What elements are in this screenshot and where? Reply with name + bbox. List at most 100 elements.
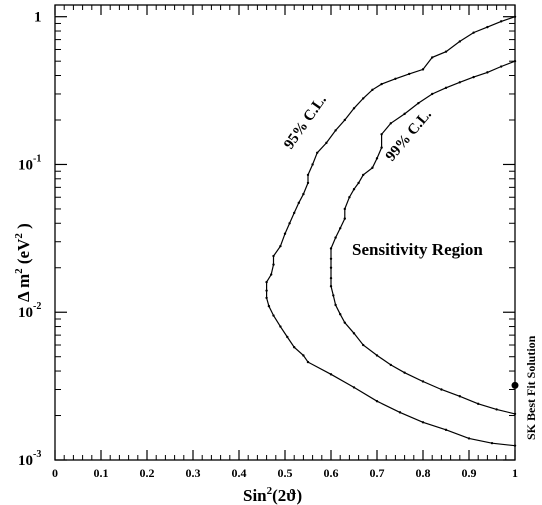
curve-point-99-c-l bbox=[348, 196, 351, 199]
x-axis-title-arg: (2ϑ) bbox=[272, 486, 302, 505]
x-tick-label: 0 bbox=[52, 466, 58, 480]
x-tick-label: 1 bbox=[512, 466, 518, 480]
curve-point-95-c-l bbox=[293, 345, 296, 349]
curve-point-95-c-l bbox=[265, 296, 268, 300]
x-tick-label: 0.9 bbox=[462, 466, 477, 480]
curve-point-99-c-l bbox=[421, 380, 425, 383]
curve-point-99-c-l bbox=[486, 71, 489, 74]
curve-point-95-c-l bbox=[458, 40, 461, 43]
x-tick-label: 0.6 bbox=[324, 466, 339, 480]
curve-point-99-c-l bbox=[500, 65, 503, 68]
curve-point-95-c-l bbox=[270, 273, 273, 276]
curve-point-99-c-l bbox=[513, 59, 517, 63]
curve-point-99-c-l bbox=[431, 92, 434, 96]
curve-point-95-c-l bbox=[306, 360, 310, 364]
cl99-label: 99% C.L. bbox=[383, 107, 435, 165]
curve-point-99-c-l bbox=[477, 402, 480, 406]
curve-point-95-c-l bbox=[352, 107, 356, 110]
curve-point-99-c-l bbox=[389, 363, 392, 367]
curve-point-95-c-l bbox=[394, 77, 397, 80]
curve-point-95-c-l bbox=[279, 325, 282, 328]
sensitivity-region-label: Sensitivity Region bbox=[352, 240, 483, 259]
curve-point-95-c-l bbox=[288, 222, 291, 225]
x-tick-label: 0.8 bbox=[416, 466, 431, 480]
curve-point-95-c-l bbox=[329, 373, 333, 376]
axis-ticks bbox=[54, 5, 516, 461]
curve-point-99-c-l bbox=[380, 133, 383, 136]
curve-point-99-c-l bbox=[403, 112, 406, 116]
curve-point-95-c-l bbox=[293, 211, 296, 215]
curve-point-95-c-l bbox=[398, 411, 402, 414]
curve-point-95-c-l bbox=[500, 20, 503, 23]
curve-point-95-c-l bbox=[279, 244, 282, 248]
curve-point-99-c-l bbox=[352, 332, 356, 335]
curve-point-99-c-l bbox=[458, 395, 461, 398]
curve-point-95-c-l bbox=[343, 118, 346, 122]
curve-point-99-c-l bbox=[403, 371, 406, 374]
y-axis-title-unit-sup: 2 bbox=[13, 233, 25, 239]
x-axis-title: Sin2(2ϑ) bbox=[243, 485, 302, 505]
curve-point-99-c-l bbox=[352, 188, 356, 191]
cl95-label: 95% C.L. bbox=[281, 92, 330, 152]
curve-point-99-c-l bbox=[375, 354, 379, 357]
y-tick-labels: 1 10-1 10-2 10-3 bbox=[18, 10, 42, 469]
curve-point-95-c-l bbox=[272, 263, 275, 266]
curve-point-95-c-l bbox=[380, 82, 383, 86]
curve-point-95-c-l bbox=[265, 289, 268, 292]
curve-point-95-c-l bbox=[311, 163, 314, 166]
curve-point-95-c-l bbox=[472, 31, 475, 34]
x-tick-label: 0.3 bbox=[186, 466, 201, 480]
x-axis-title-sup: 2 bbox=[267, 485, 273, 497]
y-axis-title-main: Δ m bbox=[14, 274, 33, 302]
curve-99-c-l bbox=[330, 60, 516, 415]
curve-point-99-c-l bbox=[329, 266, 333, 269]
curve-point-95-c-l bbox=[371, 88, 374, 92]
curve-point-99-c-l bbox=[371, 166, 374, 169]
curve-point-99-c-l bbox=[444, 86, 448, 90]
y-axis-title-sup: 2 bbox=[13, 268, 25, 274]
curve-point-95-c-l bbox=[421, 421, 425, 424]
curve-point-99-c-l bbox=[339, 227, 342, 230]
x-tick-label: 0.2 bbox=[140, 466, 155, 480]
curve-point-99-c-l bbox=[458, 81, 461, 84]
curve-point-95-c-l bbox=[267, 304, 271, 308]
curve-point-95-c-l bbox=[444, 428, 448, 432]
curve-point-95-c-l bbox=[297, 201, 300, 205]
curve-point-99-c-l bbox=[380, 146, 383, 149]
curve-point-99-c-l bbox=[513, 412, 517, 416]
curve-point-95-c-l bbox=[306, 181, 310, 185]
curve-point-95-c-l bbox=[431, 56, 434, 59]
y-tick-label: 10-2 bbox=[18, 301, 41, 321]
curve-point-95-c-l bbox=[325, 141, 328, 145]
curve-point-95-c-l bbox=[272, 254, 275, 258]
curve-point-95-c-l bbox=[467, 437, 471, 440]
curve-point-99-c-l bbox=[440, 388, 443, 391]
curve-point-95-c-l bbox=[362, 97, 365, 100]
x-tick-label: 0.4 bbox=[232, 466, 247, 480]
curve-point-95-c-l bbox=[421, 68, 425, 71]
curve-95-c-l bbox=[266, 16, 516, 447]
curve-point-99-c-l bbox=[362, 173, 365, 177]
curve-point-95-c-l bbox=[444, 50, 448, 53]
confidence-curves bbox=[265, 15, 517, 447]
curve-point-99-c-l bbox=[362, 343, 365, 347]
curve-point-95-c-l bbox=[513, 15, 517, 18]
x-tick-label: 0.7 bbox=[370, 466, 385, 480]
x-tick-labels: 0 0.1 0.2 0.3 0.4 0.5 0.6 0.7 0.8 0.9 1 bbox=[52, 466, 518, 480]
curve-point-95-c-l bbox=[316, 151, 319, 154]
curve-point-95-c-l bbox=[265, 280, 268, 284]
curve-point-99-c-l bbox=[343, 217, 346, 220]
x-axis-title-main: Sin bbox=[243, 486, 267, 505]
curve-point-99-c-l bbox=[343, 321, 346, 324]
curve-point-95-c-l bbox=[306, 173, 310, 177]
curve-point-99-c-l bbox=[417, 101, 420, 105]
curve-point-95-c-l bbox=[334, 129, 337, 132]
sk-best-fit-point bbox=[511, 381, 519, 389]
curve-point-99-c-l bbox=[375, 157, 379, 160]
x-tick-label: 0.5 bbox=[278, 466, 293, 480]
y-tick-label: 1 bbox=[34, 10, 42, 26]
curve-point-99-c-l bbox=[334, 303, 337, 307]
curve-point-99-c-l bbox=[343, 207, 346, 211]
curve-point-95-c-l bbox=[352, 386, 356, 389]
curve-point-99-c-l bbox=[389, 122, 392, 125]
